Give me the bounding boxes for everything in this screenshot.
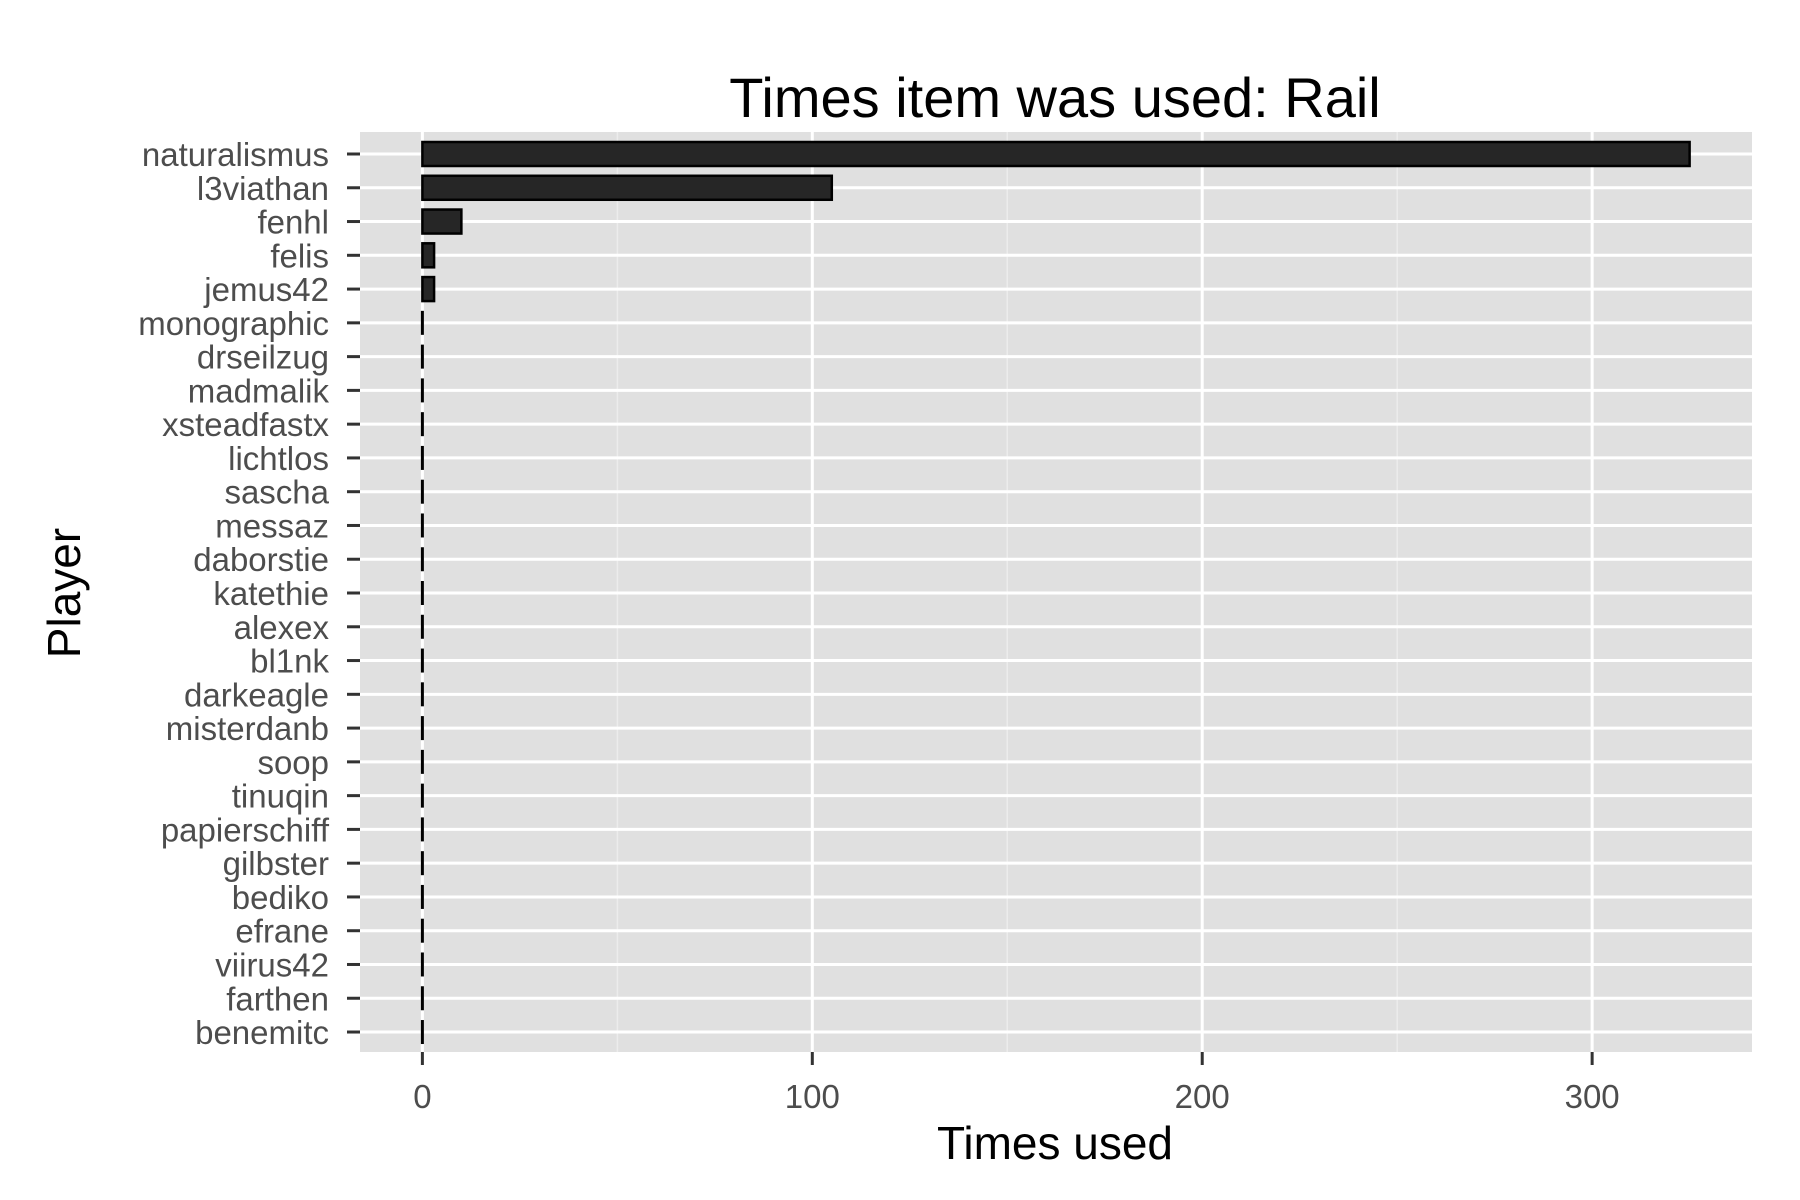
x-axis: 0 100 200 300 [413, 1052, 1620, 1115]
y-tick-label: xsteadfastx [162, 406, 329, 443]
chart-title: Times item was used: Rail [729, 66, 1380, 129]
y-tick-label: efrane [235, 913, 329, 950]
bar [421, 275, 436, 303]
y-tick-label: felis [270, 237, 329, 274]
y-tick-label: naturalismus [142, 136, 329, 173]
y-tick-label: katethie [213, 575, 329, 612]
y-tick-label: monographic [138, 305, 329, 342]
y-tick-label: tinuqin [232, 778, 329, 815]
y-tick-label: sascha [224, 474, 329, 511]
y-tick-label: benemitc [195, 1014, 329, 1051]
y-tick-label: viirus42 [215, 946, 329, 983]
bars [420, 140, 1691, 1045]
bar [421, 174, 834, 202]
x-tick-label: 200 [1175, 1078, 1230, 1115]
y-tick-label: misterdanb [166, 710, 329, 747]
x-tick-label: 0 [413, 1078, 431, 1115]
plot-panel [360, 132, 1752, 1052]
y-tick-label: daborstie [193, 541, 329, 578]
y-tick-label: bediko [232, 879, 329, 916]
x-axis-title: Times used [937, 1117, 1173, 1169]
y-tick-label: bl1nk [250, 643, 329, 680]
y-tick-label: darkeagle [184, 676, 329, 713]
bar [421, 140, 1691, 168]
y-axis: naturalismusl3viathanfenhlfelisjemus42mo… [138, 136, 360, 1051]
y-tick-label: gilbster [223, 845, 329, 882]
y-tick-label: papierschiff [161, 811, 330, 848]
y-tick-label: drseilzug [197, 339, 329, 376]
bar [421, 208, 463, 235]
y-tick-label: messaz [215, 507, 329, 544]
y-tick-label: alexex [234, 609, 330, 646]
x-tick-label: 300 [1565, 1078, 1620, 1115]
y-tick-label: jemus42 [203, 271, 329, 308]
y-tick-label: lichtlos [228, 440, 329, 477]
y-tick-label: farthen [226, 980, 329, 1017]
y-tick-label: l3viathan [197, 170, 329, 207]
bar [421, 242, 436, 269]
y-axis-title: Player [38, 528, 90, 658]
y-tick-label: soop [257, 744, 329, 781]
x-tick-label: 100 [785, 1078, 840, 1115]
y-tick-label: fenhl [257, 204, 329, 241]
y-tick-label: madmalik [188, 372, 330, 409]
